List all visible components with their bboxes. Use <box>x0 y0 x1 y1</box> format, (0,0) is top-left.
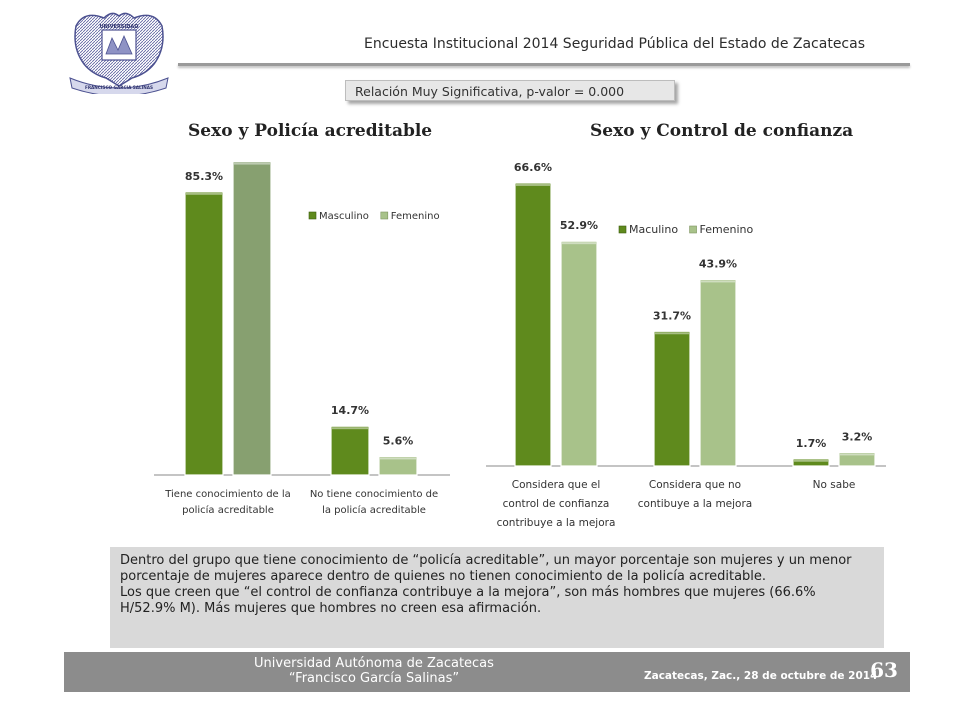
chart1-legend-swatch-0 <box>308 211 317 220</box>
chart1-bar-highlight-0-1 <box>332 427 368 430</box>
chart2-bar-highlight-0-1 <box>655 332 689 335</box>
summary-text-box: Dentro del grupo que tiene conocimiento … <box>110 547 884 648</box>
chart1-data-label-1-1: 5.6% <box>383 434 414 447</box>
chart1-data-label-0-0: 85.3% <box>185 170 223 183</box>
chart2-category-label-1-0: Considera que no <box>649 479 741 491</box>
chart2-bar-highlight-1-1 <box>701 280 735 283</box>
chart2-category-label-0-1: control de confianza <box>503 498 610 510</box>
university-seal-logo: UNIVERSIDAD FRANCISCO GARCIA SALINAS <box>69 12 169 94</box>
summary-paragraph-2: Los que creen que “el control de confian… <box>120 585 816 616</box>
chart2-category-label-0-0: Considera que el <box>512 479 601 491</box>
chart2-data-label-1-2: 3.2% <box>842 430 873 443</box>
chart1-category-label-0-1: policía acreditable <box>182 504 274 516</box>
chart2-bar-highlight-0-0 <box>516 183 550 186</box>
summary-paragraph-1: Dentro del grupo que tiene conocimiento … <box>120 553 852 584</box>
significance-note: Relación Muy Significativa, p-valor = 0.… <box>345 80 675 101</box>
chart1-category-label-0-0: Tiene conocimiento de la <box>164 489 291 500</box>
chart2-data-label-1-1: 43.9% <box>699 257 737 270</box>
chart2-category-label-2-0: No sabe <box>813 479 856 491</box>
chart2-category-label-0-2: contribuye a la mejora <box>497 517 616 529</box>
footer-date: Zacatecas, Zac., 28 de octubre de 2014 <box>644 670 878 682</box>
chart1-bar-highlight-1-0 <box>234 162 270 165</box>
chart1-legend-label-1: Femenino <box>391 211 440 222</box>
chart2-bar-highlight-0-2 <box>794 459 828 462</box>
chart1-bar-1-0 <box>232 160 272 476</box>
chart2-data-label-0-0: 66.6% <box>514 161 552 174</box>
chart2-bar-0-1 <box>653 330 691 467</box>
chart2-title: Sexo y Control de confianza <box>590 121 854 141</box>
chart2-legend-swatch-0 <box>618 225 627 234</box>
footer-university-subtitle: “Francisco García Salinas” <box>288 671 460 686</box>
footer-university: Universidad Autónoma de Zacatecas “Franc… <box>64 656 684 686</box>
chart1-bar-highlight-1-1 <box>380 457 416 460</box>
chart2-bar-1-2 <box>838 451 876 467</box>
seal-text: UNIVERSIDAD <box>100 24 139 30</box>
chart2-category-label-1-1: contibuye a la mejora <box>638 498 752 510</box>
chart2-bar-highlight-1-0 <box>562 242 596 245</box>
chart2-bar-0-2 <box>792 458 830 467</box>
chart2-bar-highlight-1-2 <box>840 453 874 456</box>
header-divider <box>178 63 910 66</box>
header-title: Encuesta Institucional 2014 Seguridad Pú… <box>364 36 865 52</box>
chart1-category-label-1-1: la policía acreditable <box>322 504 426 516</box>
chart2-legend-label-1: Femenino <box>700 223 754 236</box>
chart2-bar-0-0 <box>514 182 552 467</box>
seal-motto: FRANCISCO GARCIA SALINAS <box>85 85 153 90</box>
chart2-legend-swatch-1 <box>689 225 697 234</box>
chart2-bar-1-1 <box>699 278 737 467</box>
chart-control-confianza: Maculino Femenino 66.6% 52.9% Considera que … <box>486 161 886 529</box>
chart1-title: Sexo y Policía acreditable <box>188 121 433 141</box>
chart1-category-label-1-0: No tiene conocimiento de <box>310 489 438 500</box>
chart1-data-label-0-1: 14.7% <box>331 404 369 417</box>
chart1-bar-1-1 <box>378 455 418 476</box>
footer-university-name: Universidad Autónoma de Zacatecas <box>254 656 494 671</box>
chart2-data-label-1-0: 52.9% <box>560 219 598 232</box>
chart1-bar-0-0 <box>184 191 224 476</box>
chart1-legend-label-0: Masculino <box>319 211 369 222</box>
chart1-bar-highlight-0-0 <box>186 192 222 195</box>
chart2-legend-label-0: Maculino <box>629 223 678 236</box>
chart2-data-label-0-2: 1.7% <box>796 437 827 450</box>
chart2-data-label-0-1: 31.7% <box>653 309 691 322</box>
page-number: 63 <box>870 658 898 682</box>
chart2-bar-1-0 <box>560 240 598 467</box>
chart1-bar-0-1 <box>330 425 370 476</box>
chart1-legend-swatch-1 <box>380 211 389 220</box>
footer-bar: Universidad Autónoma de Zacatecas “Franc… <box>64 652 910 692</box>
